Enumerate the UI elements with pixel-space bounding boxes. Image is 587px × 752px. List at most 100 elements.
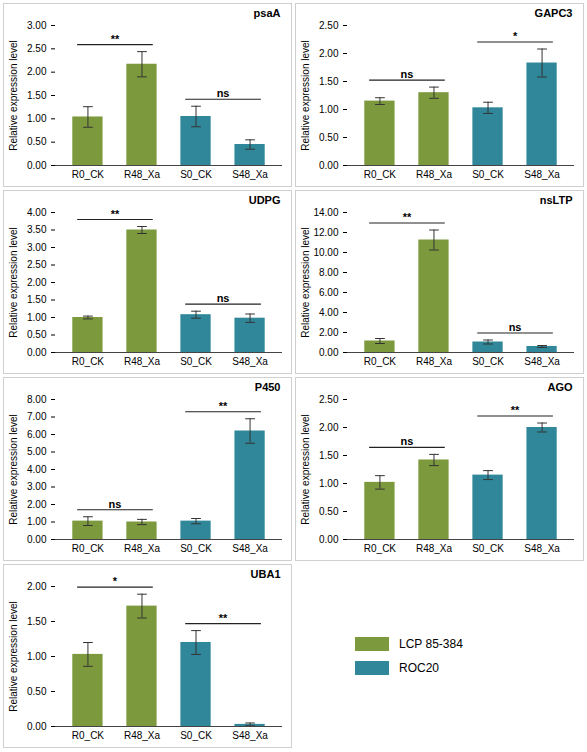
svg-text:1.50: 1.50 — [319, 76, 339, 87]
svg-text:R0_CK: R0_CK — [72, 356, 105, 367]
svg-text:ns: ns — [217, 292, 230, 304]
svg-text:2.00: 2.00 — [319, 48, 339, 59]
svg-text:8.00: 8.00 — [27, 394, 47, 405]
svg-text:nsLTP: nsLTP — [540, 194, 573, 206]
svg-text:GAPC3: GAPC3 — [535, 7, 573, 19]
svg-text:R0_CK: R0_CK — [364, 356, 397, 367]
svg-text:Relative expression level: Relative expression level — [300, 227, 311, 338]
svg-text:0.50: 0.50 — [319, 132, 339, 143]
svg-text:S48_Xa: S48_Xa — [232, 356, 268, 367]
svg-text:**: ** — [219, 400, 228, 412]
svg-text:S0_CK: S0_CK — [180, 730, 212, 741]
svg-text:1.00: 1.00 — [27, 651, 47, 662]
svg-text:0.50: 0.50 — [27, 136, 47, 147]
svg-text:1.00: 1.00 — [27, 516, 47, 527]
svg-text:R48_Xa: R48_Xa — [124, 730, 161, 741]
svg-text:Relative expression level: Relative expression level — [300, 40, 311, 151]
svg-text:1.00: 1.00 — [319, 104, 339, 115]
svg-text:2.00: 2.00 — [27, 277, 47, 288]
svg-text:AGO: AGO — [547, 381, 573, 393]
svg-text:2.50: 2.50 — [27, 43, 47, 54]
svg-text:S0_CK: S0_CK — [472, 543, 504, 554]
svg-text:ns: ns — [401, 68, 414, 80]
svg-text:S48_Xa: S48_Xa — [524, 169, 560, 180]
svg-text:R48_Xa: R48_Xa — [416, 356, 453, 367]
svg-text:S0_CK: S0_CK — [180, 169, 212, 180]
svg-text:0.50: 0.50 — [27, 686, 47, 697]
svg-text:1.50: 1.50 — [319, 450, 339, 461]
svg-text:S0_CK: S0_CK — [180, 356, 212, 367]
svg-text:R0_CK: R0_CK — [72, 730, 105, 741]
svg-text:3.00: 3.00 — [27, 481, 47, 492]
svg-text:UDPG: UDPG — [249, 194, 281, 206]
svg-text:R0_CK: R0_CK — [72, 543, 105, 554]
svg-text:*: * — [113, 575, 118, 587]
svg-text:7.00: 7.00 — [27, 411, 47, 422]
svg-text:**: ** — [219, 612, 228, 624]
svg-text:8.00: 8.00 — [319, 267, 339, 278]
svg-text:2.00: 2.00 — [27, 66, 47, 77]
svg-text:Relative expression level: Relative expression level — [8, 227, 19, 338]
svg-text:1.00: 1.00 — [27, 312, 47, 323]
svg-text:6.00: 6.00 — [27, 429, 47, 440]
svg-text:**: ** — [403, 211, 412, 223]
svg-text:*: * — [513, 30, 518, 42]
svg-text:0.00: 0.00 — [319, 534, 339, 545]
svg-text:R48_Xa: R48_Xa — [416, 169, 453, 180]
svg-text:S48_Xa: S48_Xa — [232, 543, 268, 554]
svg-text:2.50: 2.50 — [319, 20, 339, 31]
svg-text:1.00: 1.00 — [319, 478, 339, 489]
svg-text:0.50: 0.50 — [27, 329, 47, 340]
svg-text:3.50: 3.50 — [27, 224, 47, 235]
svg-text:4.00: 4.00 — [27, 464, 47, 475]
svg-text:3.00: 3.00 — [27, 242, 47, 253]
svg-text:R0_CK: R0_CK — [364, 543, 397, 554]
svg-text:6.00: 6.00 — [319, 287, 339, 298]
svg-text:Relative expression level: Relative expression level — [8, 40, 19, 151]
svg-text:S0_CK: S0_CK — [472, 356, 504, 367]
svg-text:Relative expression level: Relative expression level — [300, 414, 311, 525]
svg-text:R48_Xa: R48_Xa — [124, 356, 161, 367]
svg-text:R0_CK: R0_CK — [72, 169, 105, 180]
svg-text:psaA: psaA — [254, 7, 281, 19]
svg-text:S0_CK: S0_CK — [180, 543, 212, 554]
svg-text:R48_Xa: R48_Xa — [124, 543, 161, 554]
svg-text:1.50: 1.50 — [27, 90, 47, 101]
svg-text:4.00: 4.00 — [27, 207, 47, 218]
svg-text:2.50: 2.50 — [27, 259, 47, 270]
svg-text:ns: ns — [109, 498, 122, 510]
svg-text:1.50: 1.50 — [27, 294, 47, 305]
svg-text:ns: ns — [509, 321, 522, 333]
svg-text:0.00: 0.00 — [27, 721, 47, 732]
svg-text:S48_Xa: S48_Xa — [232, 169, 268, 180]
svg-text:12.00: 12.00 — [313, 227, 338, 238]
svg-text:Relative expression level: Relative expression level — [8, 601, 19, 712]
svg-text:**: ** — [511, 404, 520, 416]
svg-text:0.00: 0.00 — [27, 347, 47, 358]
svg-text:R48_Xa: R48_Xa — [416, 543, 453, 554]
svg-text:2.50: 2.50 — [319, 394, 339, 405]
svg-text:S0_CK: S0_CK — [472, 169, 504, 180]
svg-text:14.00: 14.00 — [313, 207, 338, 218]
svg-text:Relative expression level: Relative expression level — [8, 414, 19, 525]
svg-text:R0_CK: R0_CK — [364, 169, 397, 180]
svg-text:S48_Xa: S48_Xa — [524, 543, 560, 554]
svg-text:2.00: 2.00 — [27, 581, 47, 592]
svg-text:P450: P450 — [255, 381, 281, 393]
svg-text:R48_Xa: R48_Xa — [124, 169, 161, 180]
svg-text:2.00: 2.00 — [27, 499, 47, 510]
svg-text:**: ** — [111, 33, 120, 45]
svg-text:0.00: 0.00 — [319, 160, 339, 171]
svg-text:1.50: 1.50 — [27, 616, 47, 627]
svg-text:5.00: 5.00 — [27, 446, 47, 457]
svg-text:2.00: 2.00 — [319, 422, 339, 433]
svg-text:0.50: 0.50 — [319, 506, 339, 517]
svg-text:4.00: 4.00 — [319, 307, 339, 318]
svg-text:0.00: 0.00 — [319, 347, 339, 358]
svg-text:10.00: 10.00 — [313, 247, 338, 258]
svg-text:3.00: 3.00 — [27, 20, 47, 31]
svg-text:S48_Xa: S48_Xa — [232, 730, 268, 741]
svg-text:1.00: 1.00 — [27, 113, 47, 124]
svg-text:0.00: 0.00 — [27, 160, 47, 171]
svg-text:**: ** — [111, 208, 120, 220]
